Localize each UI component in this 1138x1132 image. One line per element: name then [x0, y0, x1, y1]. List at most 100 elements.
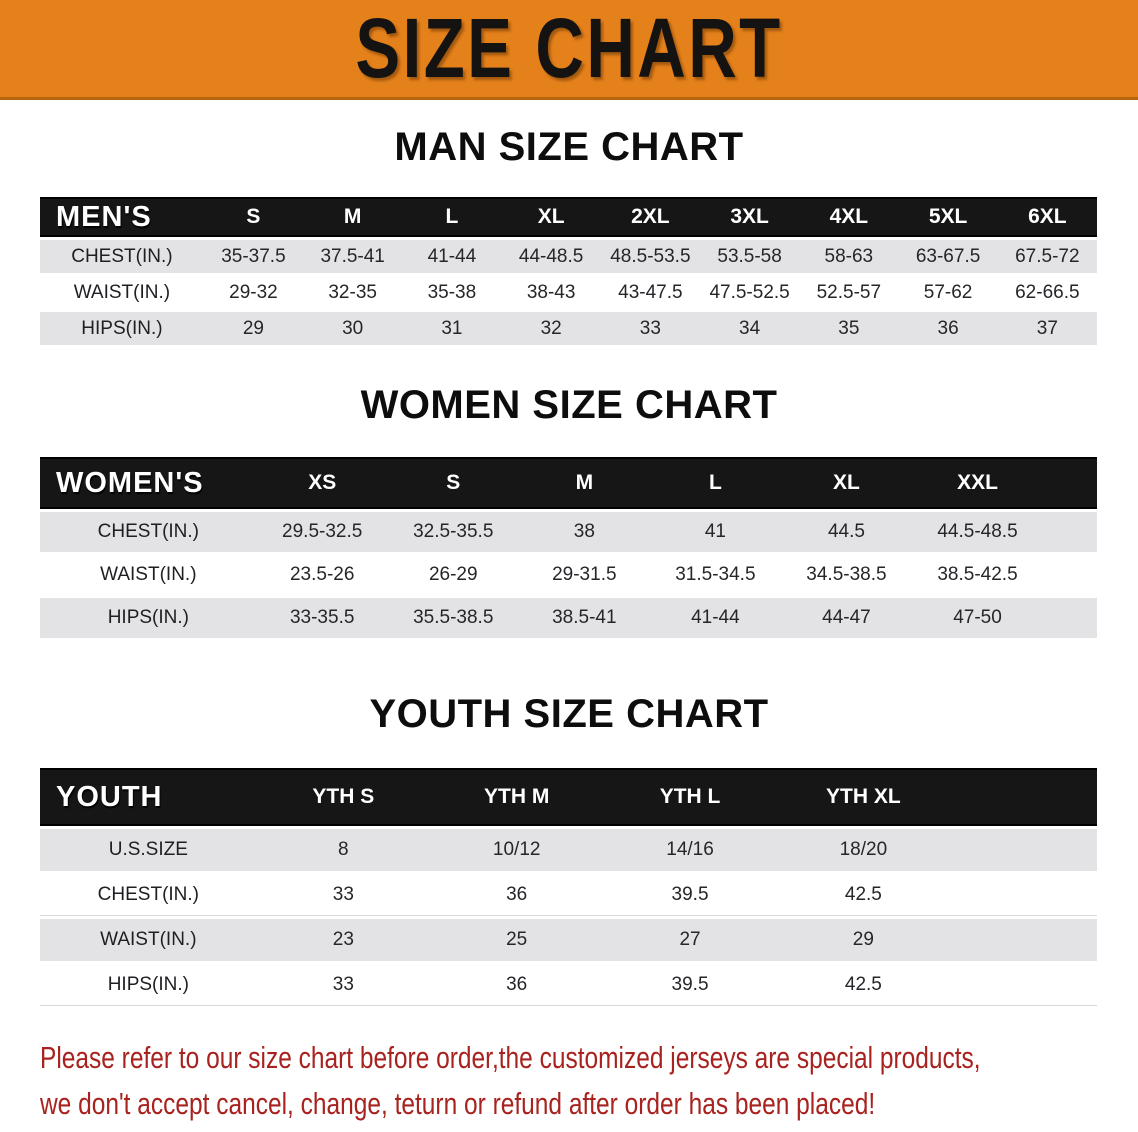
men-value-2-1: 30	[303, 312, 403, 345]
size-chart-banner: SIZE CHART	[0, 0, 1138, 100]
youth-value-0-0: 8	[256, 829, 431, 871]
men-value-2-2: 31	[402, 312, 502, 345]
youth-row-label-3: HIPS(IN.)	[40, 964, 257, 1006]
youth-value-2-1: 25	[430, 919, 604, 961]
women-measure-row-1: WAIST(IN.) 23.5-26 26-29 29-31.5 31.5-34.5 34…	[40, 555, 1097, 595]
women-value-0-1: 32.5-35.5	[387, 512, 519, 552]
women-size-s: S	[387, 457, 519, 509]
women-row-spacer-1	[1043, 555, 1097, 595]
men-value-0-7: 63-67.5	[898, 240, 998, 273]
youth-size-yth-s: YTH S	[256, 768, 431, 826]
men-value-2-3: 32	[501, 312, 601, 345]
youth-row-spacer-2	[950, 919, 1097, 961]
youth-header-row: YOUTH YTH S YTH M YTH L YTH XL	[40, 768, 1097, 826]
footer-note-line-1: Please refer to our size chart before or…	[40, 1040, 981, 1075]
youth-value-3-3: 42.5	[776, 964, 951, 1006]
women-row-label-2: HIPS(IN.)	[40, 598, 257, 638]
youth-value-1-3: 42.5	[776, 874, 951, 916]
youth-size-table: YOUTH YTH S YTH M YTH L YTH XL U.S.SIZE 8 10/12…	[40, 765, 1097, 1009]
men-size-m: M	[303, 197, 403, 237]
youth-value-3-1: 36	[430, 964, 604, 1006]
men-size-2xl: 2XL	[600, 197, 700, 237]
women-size-m: M	[518, 457, 650, 509]
women-value-2-3: 41-44	[649, 598, 781, 638]
youth-value-2-3: 29	[776, 919, 951, 961]
men-size-4xl: 4XL	[799, 197, 899, 237]
men-size-l: L	[402, 197, 502, 237]
women-value-0-4: 44.5	[780, 512, 912, 552]
men-size-5xl: 5XL	[898, 197, 998, 237]
women-value-2-4: 44-47	[780, 598, 912, 638]
youth-row-spacer-1	[950, 874, 1097, 916]
women-size-table: WOMEN'S XS S M L XL XXL CHEST(IN.) 29.5-32.5 32.5…	[40, 454, 1097, 641]
youth-group-label: YOUTH	[40, 768, 257, 826]
youth-row-label-2: WAIST(IN.)	[40, 919, 257, 961]
women-header-row: WOMEN'S XS S M L XL XXL	[40, 457, 1097, 509]
women-value-0-3: 41	[649, 512, 781, 552]
men-value-2-7: 36	[898, 312, 998, 345]
women-value-0-2: 38	[518, 512, 650, 552]
men-value-0-1: 37.5-41	[303, 240, 403, 273]
youth-section-heading: YOUTH SIZE CHART	[369, 692, 769, 736]
women-row-label-0: CHEST(IN.)	[40, 512, 257, 552]
youth-value-1-1: 36	[430, 874, 604, 916]
men-group-label: MEN'S	[40, 197, 204, 237]
men-measure-row-2: HIPS(IN.) 29 30 31 32 33 34 35 36 37	[40, 312, 1097, 345]
women-size-xl: XL	[780, 457, 912, 509]
youth-value-1-2: 39.5	[603, 874, 777, 916]
women-value-2-2: 38.5-41	[518, 598, 650, 638]
women-value-1-5: 38.5-42.5	[911, 555, 1044, 595]
women-value-1-0: 23.5-26	[256, 555, 388, 595]
men-value-2-0: 29	[203, 312, 304, 345]
youth-row-spacer-3	[950, 964, 1097, 1006]
women-value-1-4: 34.5-38.5	[780, 555, 912, 595]
women-value-2-1: 35.5-38.5	[387, 598, 519, 638]
women-measure-row-2: HIPS(IN.) 33-35.5 35.5-38.5 38.5-41 41-44 44-…	[40, 598, 1097, 638]
footer-note: Please refer to our size chart before or…	[40, 1035, 1138, 1127]
women-value-2-5: 47-50	[911, 598, 1044, 638]
men-value-1-2: 35-38	[402, 276, 502, 309]
women-value-0-5: 44.5-48.5	[911, 512, 1044, 552]
men-value-0-3: 44-48.5	[501, 240, 601, 273]
men-value-1-4: 43-47.5	[600, 276, 700, 309]
footer-note-line-2: we don't accept cancel, change, teturn o…	[40, 1086, 876, 1121]
men-value-0-8: 67.5-72	[997, 240, 1097, 273]
women-value-0-0: 29.5-32.5	[256, 512, 388, 552]
men-value-1-7: 57-62	[898, 276, 998, 309]
men-row-label-0: CHEST(IN.)	[40, 240, 204, 273]
women-row-spacer-0	[1043, 512, 1097, 552]
youth-value-0-2: 14/16	[603, 829, 777, 871]
men-value-0-5: 53.5-58	[699, 240, 800, 273]
women-row-spacer-2	[1043, 598, 1097, 638]
men-value-0-2: 41-44	[402, 240, 502, 273]
men-value-2-4: 33	[600, 312, 700, 345]
youth-value-1-0: 33	[256, 874, 431, 916]
men-value-1-0: 29-32	[203, 276, 304, 309]
men-value-0-4: 48.5-53.5	[600, 240, 700, 273]
men-header-row: MEN'S S M L XL 2XL 3XL 4XL 5XL 6XL	[40, 197, 1097, 237]
youth-row-label-1: CHEST(IN.)	[40, 874, 257, 916]
men-value-2-5: 34	[699, 312, 800, 345]
men-section-heading: MAN SIZE CHART	[394, 125, 744, 169]
men-value-2-6: 35	[799, 312, 899, 345]
women-group-label: WOMEN'S	[40, 457, 257, 509]
youth-value-2-2: 27	[603, 919, 777, 961]
women-row-label-1: WAIST(IN.)	[40, 555, 257, 595]
men-row-label-2: HIPS(IN.)	[40, 312, 204, 345]
men-row-label-1: WAIST(IN.)	[40, 276, 204, 309]
youth-header-spacer	[950, 768, 1097, 826]
youth-size-yth-m: YTH M	[430, 768, 604, 826]
women-size-xxl: XXL	[911, 457, 1044, 509]
men-value-1-5: 47.5-52.5	[699, 276, 800, 309]
men-value-2-8: 37	[997, 312, 1097, 345]
men-value-1-8: 62-66.5	[997, 276, 1097, 309]
men-value-1-3: 38-43	[501, 276, 601, 309]
youth-measure-row-1: CHEST(IN.) 33 36 39.5 42.5	[40, 874, 1097, 916]
women-value-1-3: 31.5-34.5	[649, 555, 781, 595]
men-size-6xl: 6XL	[997, 197, 1097, 237]
youth-row-spacer-0	[950, 829, 1097, 871]
youth-value-2-0: 23	[256, 919, 431, 961]
youth-value-3-0: 33	[256, 964, 431, 1006]
women-value-2-0: 33-35.5	[256, 598, 388, 638]
banner-title: SIZE CHART	[355, 1, 783, 95]
